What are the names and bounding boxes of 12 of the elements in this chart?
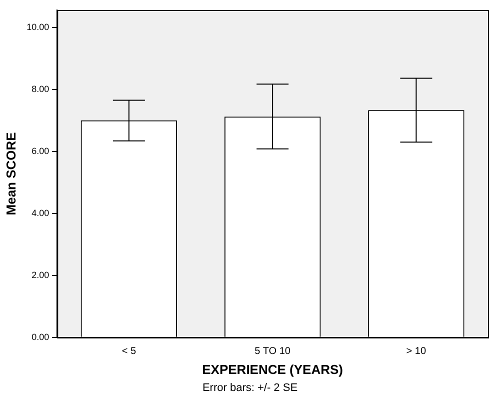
y-tick-label: 2.00 (32, 270, 50, 280)
x-tick-label: > 10 (406, 346, 426, 358)
y-tick-label: 0.00 (32, 332, 50, 342)
text: Error bars: +/- 2 SE (201, 382, 299, 394)
y-axis-title: Mean SCORE (3, 132, 18, 216)
y-tick-label: 8.00 (32, 84, 50, 94)
y-tick-label: 10.00 (26, 22, 50, 32)
x-tick-label: < 5 (122, 346, 136, 358)
x-axis-title: EXPERIENCE (YEARS) (202, 362, 343, 377)
y-tick-label: 4.00 (32, 208, 50, 218)
x-tick-label: 5 TO 10 (254, 346, 291, 358)
y-tick-label: 6.00 (32, 146, 50, 156)
